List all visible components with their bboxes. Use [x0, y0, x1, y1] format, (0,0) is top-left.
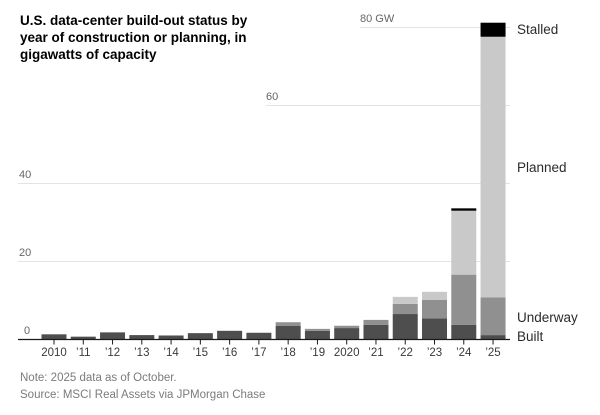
bar-segment-19-underway — [304, 328, 330, 331]
x-axis-label-14: ’14 — [163, 347, 179, 359]
bar-segment-13-built — [129, 335, 155, 339]
bar-segment-21-built — [363, 324, 389, 339]
bar-segment-16-built — [217, 330, 243, 339]
chart-title-line-1: U.S. data-center build-out status by — [20, 13, 248, 28]
bar-segment-19-built — [304, 330, 330, 339]
y-axis-label-60: 60 — [266, 91, 278, 103]
note-text: Note: 2025 data as of October. — [20, 372, 177, 384]
bar-segment-2020-built — [334, 328, 360, 339]
bar-segment-23-built — [422, 318, 448, 339]
x-axis-label-25: ’25 — [485, 347, 500, 359]
y-axis-label-0: 0 — [24, 325, 30, 337]
legend-label-stalled: Stalled — [517, 22, 558, 37]
chart-notes: Note: 2025 data as of October. Source: M… — [20, 370, 265, 403]
x-axis-label-24: ’24 — [456, 347, 472, 359]
y-axis-label-20: 20 — [19, 247, 31, 259]
x-axis-label-17: ’17 — [251, 347, 266, 359]
bar-segment-11-built — [70, 336, 96, 339]
x-axis-label-16: ’16 — [222, 347, 237, 359]
x-axis-label-13: ’13 — [134, 347, 149, 359]
x-axis-label-22: ’22 — [398, 347, 413, 359]
y-axis-label-40: 40 — [19, 169, 31, 181]
bar-segment-24-built — [451, 324, 477, 339]
bar-segment-22-built — [392, 314, 418, 339]
bar-segment-14-built — [158, 335, 184, 339]
bar-segment-25-planned — [480, 36, 506, 298]
bar-segment-21-underway — [363, 319, 389, 325]
bar-segment-24-underway — [451, 274, 477, 325]
chart-title-line-3: gigawatts of capacity — [20, 47, 157, 62]
bar-segment-23-planned — [422, 291, 448, 300]
legend-label-built: Built — [517, 329, 544, 344]
bar-segment-24-planned — [451, 210, 477, 275]
x-axis-label-12: ’12 — [105, 347, 120, 359]
chart-title: U.S. data-center build-out status by yea… — [20, 12, 300, 63]
bar-segment-2010-built — [41, 334, 67, 339]
x-axis-label-2020: 2020 — [334, 347, 360, 359]
x-axis-label-18: ’18 — [280, 347, 295, 359]
legend-label-underway: Underway — [517, 310, 578, 325]
x-axis-label-19: ’19 — [310, 347, 325, 359]
x-axis-label-21: ’21 — [368, 347, 383, 359]
bar-segment-15-built — [187, 333, 213, 339]
chart-title-line-2: year of construction or planning, in — [20, 30, 247, 45]
bar-segment-25-built — [480, 335, 506, 339]
y-axis-label-80: 80 GW — [360, 13, 395, 25]
bar-segment-23-underway — [422, 300, 448, 319]
bar-segment-12-built — [100, 332, 126, 339]
x-axis-label-11: ’11 — [76, 347, 91, 359]
x-axis-label-2010: 2010 — [41, 347, 67, 359]
legend-label-planned: Planned — [517, 160, 567, 175]
bar-segment-22-planned — [392, 296, 418, 304]
bar-segment-18-built — [275, 325, 301, 339]
x-axis-label-15: ’15 — [193, 347, 208, 359]
bar-segment-18-underway — [275, 322, 301, 326]
bar-segment-25-stalled — [480, 22, 506, 37]
bar-segment-22-underway — [392, 303, 418, 315]
bar-segment-2020-underway — [334, 325, 360, 329]
bar-segment-24-stalled — [451, 208, 477, 211]
source-text: Source: MSCI Real Assets via JPMorgan Ch… — [20, 388, 266, 401]
x-axis-label-23: ’23 — [427, 347, 442, 359]
bar-segment-17-built — [246, 332, 272, 339]
bar-segment-25-underway — [480, 297, 506, 336]
